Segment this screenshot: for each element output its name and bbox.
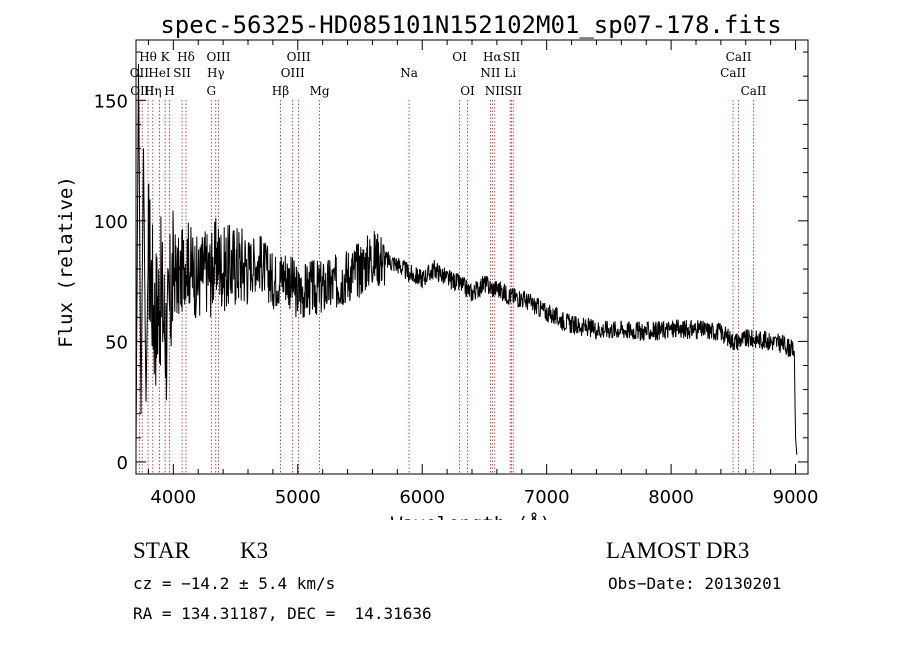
redshift-text: cz = −14.2 ± 5.4 km/s bbox=[133, 574, 336, 593]
line-marker-label-13: OIII bbox=[281, 66, 305, 80]
y-axis-label: Flux (relative) bbox=[55, 176, 77, 348]
line-marker-label-25: CaII bbox=[720, 66, 746, 80]
line-marker-label-0: OII bbox=[130, 66, 150, 80]
line-marker-label-9: G bbox=[206, 84, 216, 98]
line-marker-label-4: HeI bbox=[148, 66, 171, 80]
line-marker-label-16: Na bbox=[400, 66, 418, 80]
line-marker-label-3: Hη bbox=[144, 84, 162, 98]
line-marker-label-27: CaII bbox=[741, 84, 767, 98]
line-marker-label-6: H bbox=[164, 84, 174, 98]
line-marker-label-12: Hβ bbox=[272, 84, 289, 98]
line-marker-label-17: OI bbox=[452, 50, 467, 64]
line-marker-label-15: Mg bbox=[310, 84, 330, 98]
line-marker-label-23: SII bbox=[503, 50, 521, 64]
spectrum-chart: spec-56325-HD085101N152102M01_sp07-178.f… bbox=[55, 11, 819, 520]
y-tick-label: 150 bbox=[94, 91, 128, 112]
line-marker-label-26: CaII bbox=[726, 50, 752, 64]
x-tick-label: 8000 bbox=[648, 487, 694, 508]
x-tick-label: 6000 bbox=[399, 487, 445, 508]
line-marker-label-11: OIII bbox=[206, 50, 230, 64]
line-marker-label-18: OI bbox=[460, 84, 475, 98]
y-tick-label: 100 bbox=[94, 212, 128, 233]
spectrum-line bbox=[135, 64, 798, 455]
line-marker-label-7: SII bbox=[173, 66, 191, 80]
line-marker-label-20: Hα bbox=[483, 50, 502, 64]
object-class: STAR bbox=[133, 538, 190, 563]
y-tick-label: 0 bbox=[117, 453, 128, 474]
coords-text: RA = 134.31187, DEC = 14.31636 bbox=[133, 604, 432, 623]
x-axis-label: Wavelength (Å) bbox=[391, 512, 551, 520]
line-marker-label-5: K bbox=[161, 50, 171, 64]
x-tick-label: 7000 bbox=[524, 487, 570, 508]
object-subclass: K3 bbox=[240, 538, 269, 563]
x-tick-label: 4000 bbox=[150, 487, 196, 508]
x-tick-label: 9000 bbox=[773, 487, 819, 508]
line-marker-label-1: Hθ bbox=[139, 50, 157, 64]
chart-title: spec-56325-HD085101N152102M01_sp07-178.f… bbox=[160, 11, 781, 39]
line-marker-label-8: Hδ bbox=[177, 50, 195, 64]
x-tick-label: 5000 bbox=[275, 487, 321, 508]
obs-date-text: Obs−Date: 20130201 bbox=[608, 574, 782, 593]
line-marker-label-21: NII bbox=[485, 84, 505, 98]
axis-ticks: 4000 5000 6000 7000 8000 9000 0 50 100 150 bbox=[94, 40, 819, 508]
line-marker-label-14: OIII bbox=[287, 50, 311, 64]
y-tick-label: 50 bbox=[105, 332, 128, 353]
survey-name: LAMOST DR3 bbox=[606, 538, 750, 563]
line-marker-label-19: NII bbox=[480, 66, 500, 80]
line-marker-label-22: Li bbox=[504, 66, 516, 80]
line-marker-label-10: Hγ bbox=[207, 66, 225, 80]
line-marker-label-24: SII bbox=[504, 84, 522, 98]
